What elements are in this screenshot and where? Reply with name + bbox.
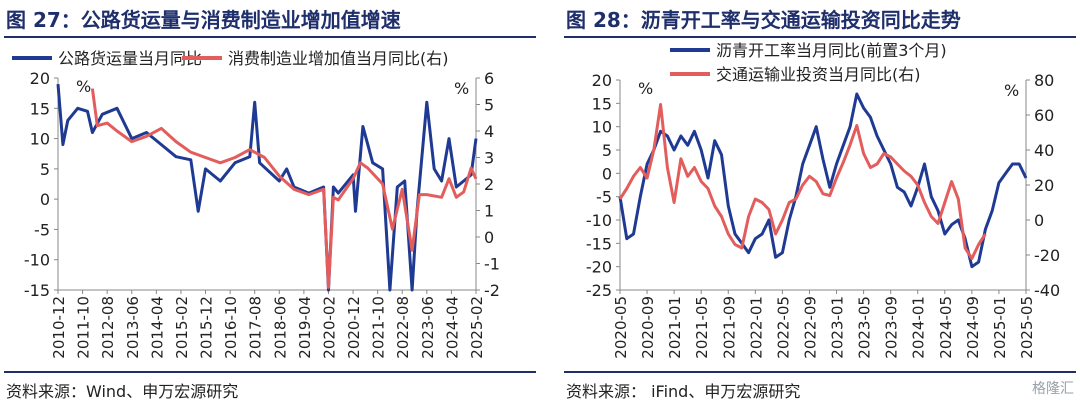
x-tick-label: 2016-10 [222, 296, 240, 359]
y-tick-label-right: 3 [484, 149, 494, 168]
x-tick-label: 2015-02 [173, 296, 191, 359]
x-tick-label: 2023-09 [883, 296, 901, 359]
x-tick-label: 2023-01 [829, 296, 847, 359]
chart-panel-left: 图 27：公路货运量与消费制造业增加值增速 -15 -10 -5 0 5 10 15 20 -2… [4, 8, 536, 401]
y-tick-label-right: 4 [484, 122, 494, 141]
y-tick-label-left: 0 [602, 164, 612, 183]
x-tick-label: 2013-06 [124, 296, 142, 359]
x-tick-label: 2024-04 [443, 296, 461, 359]
x-tick-label: 2011-10 [75, 296, 93, 359]
right-unit-label: % [454, 79, 469, 98]
x-tick-label: 2020-02 [320, 296, 338, 359]
y-tick-label-left: 5 [40, 160, 50, 179]
chart-panel-right: 图 28：沥青开工率与交通运输投资同比走势 -25 -20 -15 -10 -5 0 5 10… [560, 0, 1080, 406]
x-tick-label: 2023-06 [419, 296, 437, 359]
x-tick-label: 2015-12 [198, 296, 216, 359]
y-tick-label-right: 0 [484, 228, 494, 247]
y-tick-label-left: 20 [30, 69, 50, 88]
x-tick-label: 2022-05 [774, 296, 792, 359]
x-tick-label: 2025-05 [1018, 296, 1036, 359]
x-tick-label: 2024-01 [910, 296, 928, 359]
x-tick-label: 2020-12 [345, 296, 363, 359]
x-tick-label: 2022-08 [394, 296, 412, 359]
x-tick-label: 2021-05 [693, 296, 711, 359]
x-tick-label: 2010-12 [50, 296, 68, 359]
series-line-primary [56, 83, 478, 292]
x-tick-label: 2025-01 [991, 296, 1009, 359]
y-tick-label-right: 5 [484, 96, 494, 115]
x-tick-label: 2021-10 [370, 296, 388, 359]
x-tick-label: 2023-05 [856, 296, 874, 359]
x-tick-label: 2018-06 [271, 296, 289, 359]
y-tick-label-right: -2 [484, 281, 500, 300]
y-tick-label-left: 0 [40, 190, 50, 209]
x-tick-label: 2017-08 [247, 296, 265, 359]
y-tick-label-left: -10 [24, 251, 50, 270]
title-rule [4, 36, 536, 38]
legend-label: 消费制造业增加值当月同比(右) [228, 49, 449, 68]
x-tick-label: 2020-09 [639, 296, 657, 359]
x-tick-label: 2012-08 [99, 296, 117, 359]
x-tick-label: 2021-01 [666, 296, 684, 359]
x-tick-label: 2014-04 [148, 296, 166, 359]
y-tick-label-right: 80 [1034, 71, 1054, 90]
y-tick-label-left: -5 [596, 188, 612, 207]
y-tick-label-left: -25 [586, 281, 612, 300]
right-unit-label: % [1004, 81, 1019, 100]
y-tick-label-left: 15 [30, 99, 50, 118]
series-line-primary [618, 92, 1028, 269]
series-line-secondary [90, 88, 478, 289]
y-tick-label-right: 1 [484, 202, 494, 221]
left-unit-label: % [638, 79, 653, 98]
x-tick-label: 2021-09 [720, 296, 738, 359]
chart-svg: -25 -20 -15 -10 -5 0 5 10 15 20 -40 -20 0 20 40 60 80% % 2… [586, 41, 1060, 359]
x-tick-label: 2020-05 [612, 296, 630, 359]
source-rule [4, 371, 536, 373]
x-tick-label: 2025-02 [468, 296, 486, 359]
source-rule [564, 371, 1076, 373]
chart-title: 图 27：公路货运量与消费制造业增加值增速 [6, 8, 401, 32]
chart-source: 资料来源： iFind、申万宏源研究 [566, 382, 801, 401]
y-tick-label-right: 0 [1034, 211, 1044, 230]
watermark: 格隆汇 [1032, 381, 1074, 397]
x-tick-label: 2022-09 [801, 296, 819, 359]
y-tick-label-left: 5 [602, 141, 612, 160]
y-tick-label-right: -40 [1034, 281, 1060, 300]
y-tick-label-right: 40 [1034, 141, 1054, 160]
x-tick-label: 2019-04 [296, 296, 314, 359]
chart-source: 资料来源：Wind、申万宏源研究 [6, 382, 239, 401]
y-tick-label-left: 15 [592, 94, 612, 113]
y-tick-label-right: 60 [1034, 106, 1054, 125]
y-tick-label-left: -15 [24, 281, 50, 300]
y-tick-label-left: -10 [586, 211, 612, 230]
y-tick-label-right: -20 [1034, 246, 1060, 265]
x-tick-label: 2024-09 [964, 296, 982, 359]
legend-label: 交通运输业投资当月同比(右) [716, 65, 921, 84]
y-tick-label-right: 6 [484, 69, 494, 88]
x-tick-label: 2024-05 [937, 296, 955, 359]
x-tick-label: 2022-01 [747, 296, 765, 359]
legend-label: 沥青开工率当月同比(前置3个月) [716, 41, 947, 60]
y-tick-label-left: 10 [592, 118, 612, 137]
y-tick-label-right: 2 [484, 175, 494, 194]
series-line-secondary [618, 103, 987, 260]
legend-label: 公路货运量当月同比 [58, 49, 202, 68]
y-tick-label-left: -5 [34, 220, 50, 239]
y-tick-label-right: 20 [1034, 176, 1054, 195]
y-tick-label-left: -20 [586, 258, 612, 277]
title-rule [564, 36, 1076, 38]
y-tick-label-left: 20 [592, 71, 612, 90]
chart-title: 图 28：沥青开工率与交通运输投资同比走势 [566, 8, 961, 32]
y-tick-label-left: -15 [586, 234, 612, 253]
y-tick-label-right: -1 [484, 255, 500, 274]
y-tick-label-left: 10 [30, 130, 50, 149]
left-unit-label: % [76, 77, 91, 96]
